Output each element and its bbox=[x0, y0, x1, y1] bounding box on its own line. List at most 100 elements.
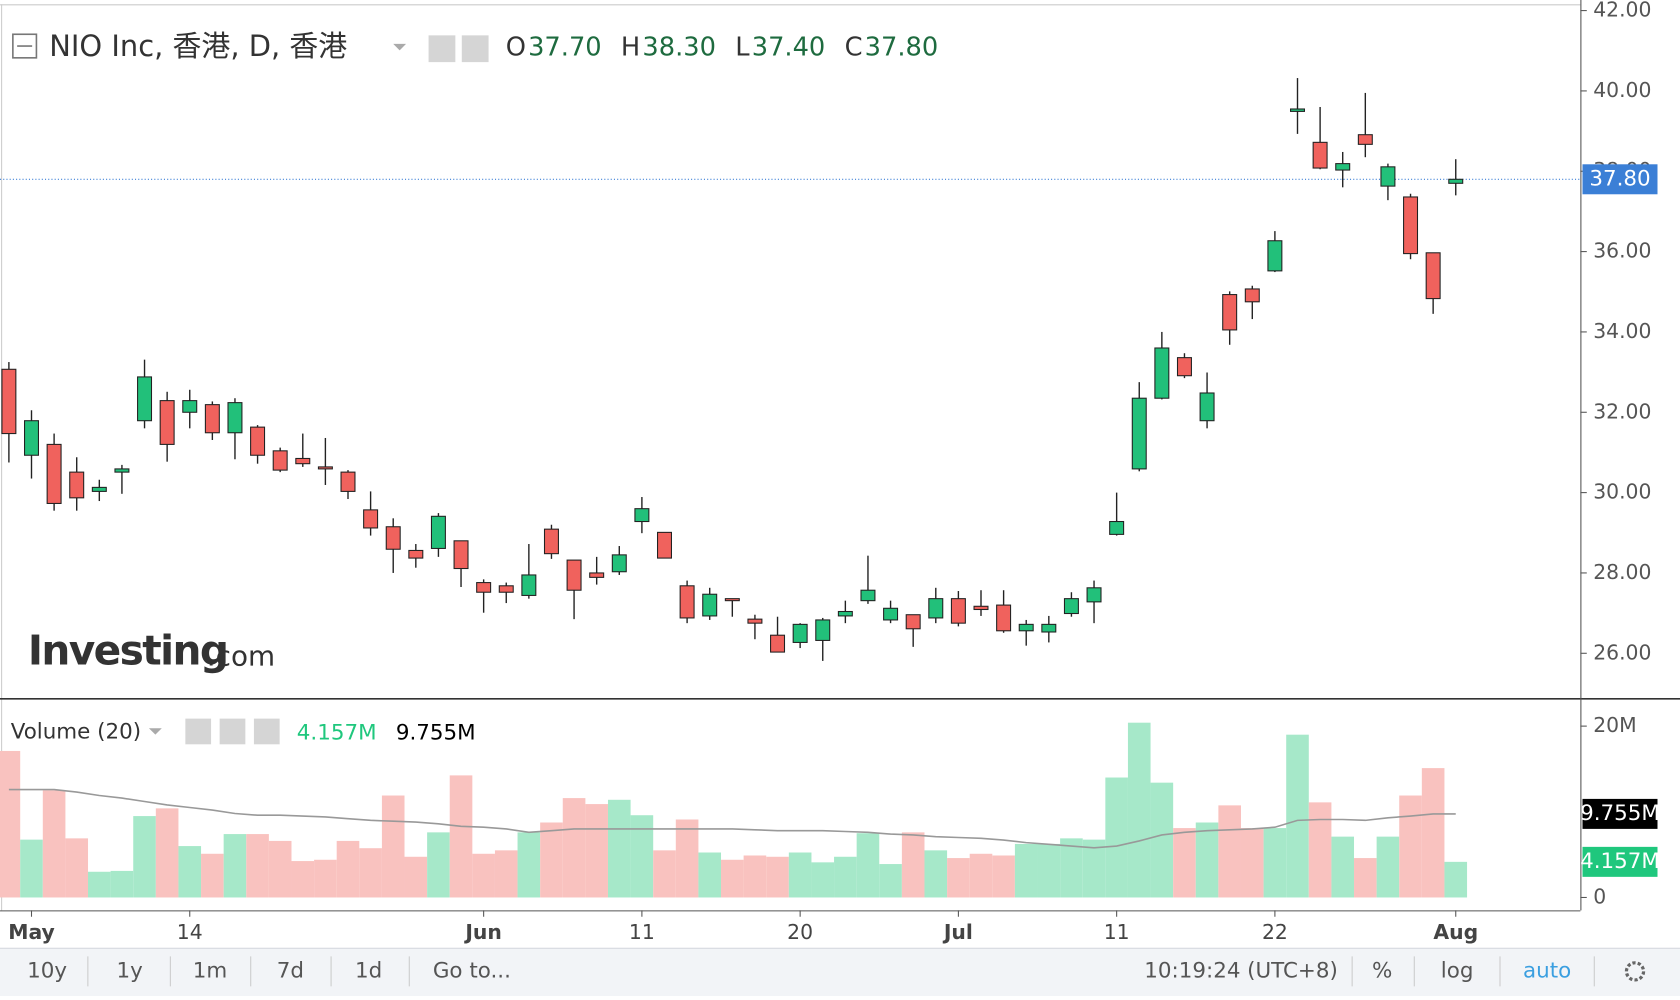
volume-bar bbox=[133, 816, 156, 898]
volume-bar bbox=[1127, 722, 1151, 898]
volume-bar bbox=[607, 799, 631, 898]
settings-gear[interactable] bbox=[1624, 961, 1646, 982]
volume-bar bbox=[42, 790, 66, 898]
volume-bar bbox=[834, 856, 857, 898]
candle-body bbox=[1357, 134, 1373, 145]
volume-readout: 4.157M bbox=[297, 721, 377, 746]
settings-icon[interactable] bbox=[461, 35, 489, 63]
option-button[interactable]: log bbox=[1441, 958, 1474, 983]
volume-bar bbox=[0, 750, 21, 898]
volume-bar bbox=[969, 853, 993, 898]
range-button[interactable]: 10y bbox=[27, 958, 67, 983]
volume-bar bbox=[178, 846, 202, 898]
volume-bar bbox=[1354, 858, 1377, 898]
volume-bar bbox=[65, 838, 89, 898]
axis-tag-label: 4.157M bbox=[1580, 849, 1660, 874]
volume-bar bbox=[630, 815, 654, 898]
candle-body bbox=[1448, 178, 1464, 184]
visibility-icon[interactable] bbox=[428, 35, 456, 63]
collapse-icon[interactable] bbox=[12, 33, 38, 59]
candle-body bbox=[905, 614, 921, 630]
close-icon[interactable] bbox=[253, 718, 280, 745]
range-button[interactable]: 7d bbox=[277, 958, 304, 983]
volume-bar bbox=[223, 834, 247, 898]
candle-body bbox=[724, 598, 740, 602]
candle-body bbox=[1176, 357, 1192, 377]
watermark: Investing bbox=[28, 626, 228, 674]
clock: 10:19:24 bbox=[1144, 958, 1240, 983]
candle-body bbox=[657, 531, 673, 559]
y-tick-label: 0 bbox=[1593, 884, 1606, 908]
candle-body bbox=[860, 589, 876, 602]
axis-tag bbox=[1582, 846, 1658, 877]
x-tick-label: Jun bbox=[463, 920, 502, 944]
candle-body bbox=[46, 443, 62, 504]
option-button[interactable]: auto bbox=[1523, 958, 1571, 983]
candle-body bbox=[1335, 163, 1351, 171]
x-tick-label: 11 bbox=[629, 920, 655, 944]
volume-bar bbox=[517, 832, 541, 898]
volume-bar bbox=[1195, 822, 1219, 898]
volume-bar bbox=[901, 832, 925, 898]
dropdown-arrow[interactable] bbox=[393, 43, 407, 51]
volume-bar bbox=[698, 852, 722, 898]
volume-bar bbox=[1037, 843, 1061, 898]
x-tick-label: 22 bbox=[1262, 920, 1288, 944]
candle-body bbox=[815, 619, 831, 641]
candle-body bbox=[498, 585, 514, 593]
candle-body bbox=[1154, 347, 1170, 399]
x-tick-label: 11 bbox=[1104, 920, 1130, 944]
candle-body bbox=[182, 400, 198, 413]
candle-body bbox=[114, 468, 130, 473]
volume-bar bbox=[721, 859, 744, 898]
x-tick-label: Aug bbox=[1433, 920, 1478, 944]
volume-bar bbox=[1105, 777, 1128, 898]
candle-body bbox=[204, 404, 220, 434]
volume-bar bbox=[1421, 768, 1445, 898]
candle-body bbox=[589, 572, 605, 578]
readout-key: H bbox=[621, 33, 640, 63]
volume-bar bbox=[201, 853, 224, 898]
option-button[interactable]: % bbox=[1372, 958, 1392, 983]
range-button[interactable]: 1d bbox=[355, 958, 382, 983]
x-tick-label: May bbox=[8, 920, 55, 944]
volume-bar bbox=[1060, 838, 1083, 898]
volume-ma-line bbox=[8, 788, 1456, 849]
chart-title: NIO Inc, 香港, D, 香港 bbox=[49, 29, 347, 63]
candle-body bbox=[1131, 397, 1147, 470]
volume-bar bbox=[540, 822, 563, 898]
volume-bar bbox=[788, 852, 812, 898]
volume-bar bbox=[675, 819, 699, 898]
candle-body bbox=[227, 402, 243, 434]
volume-bar bbox=[494, 850, 518, 898]
range-button[interactable]: 1m bbox=[193, 958, 227, 983]
candle-body bbox=[69, 471, 85, 499]
y-tick-label: 32.00 bbox=[1593, 399, 1651, 423]
volume-bar bbox=[314, 859, 337, 898]
goto-button[interactable]: Go to... bbox=[433, 958, 511, 983]
volume-bar bbox=[88, 871, 111, 898]
volume-bar bbox=[427, 832, 450, 898]
volume-bar bbox=[20, 839, 43, 898]
volume-bar bbox=[449, 775, 473, 898]
axis-tag bbox=[1582, 798, 1658, 829]
timezone[interactable]: (UTC+8) bbox=[1247, 958, 1338, 983]
candle-body bbox=[295, 457, 311, 465]
dropdown-arrow[interactable] bbox=[148, 728, 162, 735]
candle-body bbox=[1403, 196, 1419, 255]
candle-body bbox=[476, 582, 492, 593]
candle-body bbox=[1063, 598, 1079, 615]
volume-bar bbox=[1263, 828, 1287, 898]
range-button[interactable]: 1y bbox=[116, 958, 143, 983]
volume-bar bbox=[1286, 734, 1309, 898]
price-pane bbox=[0, 78, 1581, 661]
x-tick-label: 14 bbox=[177, 920, 203, 944]
candle-body bbox=[430, 515, 446, 549]
settings-icon[interactable] bbox=[219, 718, 246, 745]
candle-body bbox=[1290, 108, 1305, 112]
visibility-icon[interactable] bbox=[185, 718, 212, 745]
volume-bar bbox=[1173, 828, 1196, 898]
candle-body bbox=[566, 559, 582, 591]
candle-body bbox=[996, 604, 1012, 632]
volume-bar bbox=[336, 840, 360, 898]
